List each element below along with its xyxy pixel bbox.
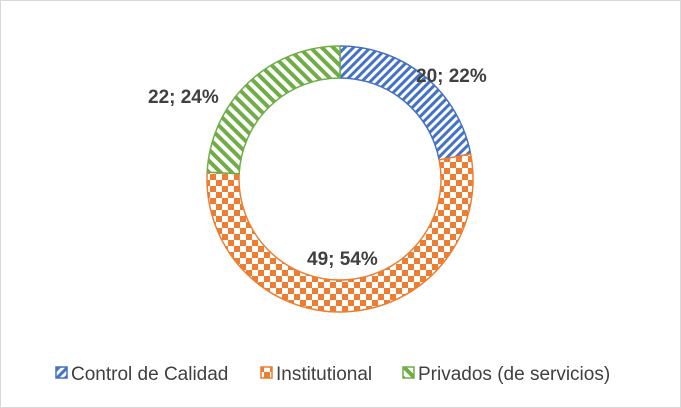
data-label-institutional: 49; 54% — [307, 249, 378, 270]
legend-item-privados: Privados (de servicios) — [402, 364, 610, 385]
legend-swatch-control-de-calidad — [55, 366, 68, 379]
chart-legend: Control de Calidad Institutional Privado… — [55, 364, 610, 385]
legend-label-privados: Privados (de servicios) — [418, 364, 610, 385]
legend-item-institutional: Institutional — [260, 364, 372, 385]
legend-swatch-privados — [402, 366, 415, 379]
legend-item-control-de-calidad: Control de Calidad — [55, 364, 228, 385]
legend-swatch-institutional — [260, 366, 273, 379]
chart-data-labels: 20; 22% 49; 54% 22; 24% — [148, 66, 487, 270]
data-label-control-de-calidad: 20; 22% — [416, 66, 487, 87]
chart-slices — [206, 45, 474, 313]
legend-label-control-de-calidad: Control de Calidad — [71, 364, 228, 385]
slice-institutional — [206, 153, 474, 313]
slice-privados — [206, 45, 341, 175]
data-label-privados: 22; 24% — [148, 87, 219, 108]
legend-label-institutional: Institutional — [276, 364, 372, 385]
slice-control-de-calidad — [339, 45, 472, 161]
